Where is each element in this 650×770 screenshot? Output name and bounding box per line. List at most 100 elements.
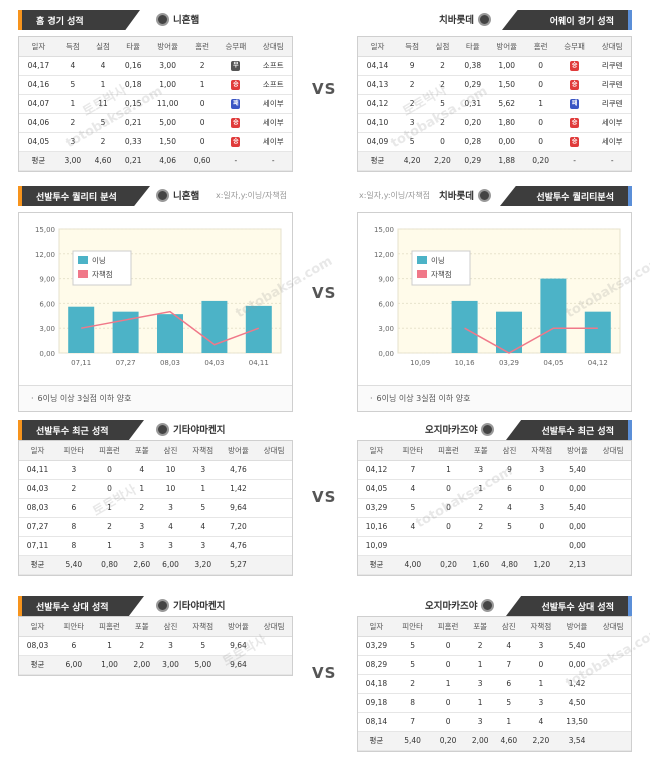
table-cell: 3 — [465, 674, 495, 694]
table-cell: 2 — [466, 517, 496, 537]
bar-innings — [496, 311, 522, 353]
quality-chart: 0,00 3,00 6,00 9,00 12,00 15,00 07,11 07,27 08,0… — [35, 226, 282, 367]
table-cell: 5 — [87, 113, 119, 133]
average-cell: 3,00 — [57, 151, 88, 171]
table-cell: 2 — [396, 94, 428, 114]
column-header: 포볼 — [127, 617, 157, 637]
y-tick-label: 6,00 — [39, 300, 55, 308]
bar-innings — [245, 305, 272, 353]
table-cell: 1 — [465, 693, 495, 713]
team-label: 기타야마켄지 — [156, 598, 225, 612]
x-tick-label: 07,27 — [116, 359, 136, 367]
table-cell: 04,16 — [19, 75, 58, 95]
legend-swatch — [78, 256, 88, 264]
table-cell: 리쿠텐 — [593, 56, 631, 76]
table-row: 04,17 4 4 0,16 3,00 2 무 소프트 — [19, 56, 292, 76]
result-win-icon: 승 — [570, 137, 580, 147]
table-cell: 0 — [525, 113, 556, 133]
table-cell: 3 — [156, 536, 185, 556]
table-cell: 0 — [525, 75, 556, 95]
table-cell: 0 — [187, 132, 218, 152]
stats-table-panel: 일자 득점 실점 타율 방어율 홈런 승무패 상대팀 04,14 9 2 0,38 1,00 0 승 리쿠텐 0… — [357, 36, 632, 172]
column-header: 상대팀 — [256, 441, 292, 461]
chart-note: · 6이닝 이상 3실점 이하 양호 — [358, 385, 631, 411]
table-cell: 0,20 — [457, 113, 488, 133]
table-row: 04,07 1 11 0,15 11,00 0 패 세이부 — [19, 94, 292, 114]
table-cell: 04,17 — [19, 56, 58, 76]
average-cell: 평균 — [358, 731, 395, 751]
team-logo-icon — [156, 598, 169, 612]
table-cell: 5 — [184, 498, 221, 518]
y-tick-label: 15,00 — [35, 226, 55, 234]
table-row: 04,06 2 5 0,21 5,00 0 승 세이부 — [19, 113, 292, 133]
average-cell: 6,00 — [156, 555, 185, 575]
average-cell — [256, 555, 292, 575]
average-cell: 4,06 — [148, 151, 188, 171]
table-cell: 0,28 — [457, 132, 488, 152]
table-cell: 07,27 — [19, 517, 57, 537]
average-cell: 5,27 — [220, 555, 257, 575]
axis-note: x:일자,y:이닝/자책점 — [359, 191, 431, 200]
table-cell: 1 — [465, 655, 495, 675]
table-cell: 5 — [184, 636, 221, 656]
average-cell: 5,40 — [56, 555, 92, 575]
table-cell — [495, 536, 524, 556]
table-cell: 0 — [187, 94, 218, 114]
table-cell: 2 — [466, 498, 496, 518]
table-row: 08,03 6 1 2 3 5 9,64 — [19, 636, 292, 656]
result-win-icon: 승 — [231, 118, 241, 128]
table-row: 04,13 2 2 0,29 1,50 0 승 리쿠텐 — [358, 75, 631, 95]
y-tick-label: 9,00 — [39, 276, 55, 284]
column-header: 포볼 — [466, 441, 496, 461]
table-cell: 04,09 — [358, 132, 397, 152]
legend-label: 자책점 — [92, 269, 113, 279]
team-label: 니혼햄 — [156, 12, 199, 26]
table-cell: 1 — [87, 75, 119, 95]
table-cell: 04,12 — [358, 460, 396, 480]
average-cell: 1,60 — [466, 555, 496, 575]
legend-swatch — [78, 270, 88, 278]
table-cell: 9,64 — [220, 498, 257, 518]
table-cell: 세이부 — [254, 113, 292, 133]
axis-note: x:일자,y:이닝/자책점 — [216, 191, 288, 200]
team-label: 기타야마켄지 — [156, 422, 225, 436]
table-cell: 3 — [127, 536, 157, 556]
home-recent-section: 홈 경기 성적 니혼햄 일자 득점 실점 타율 방어율 홈런 승무패 상대팀 04,17 4 4 0,… — [18, 10, 293, 172]
away-quality-section: x:일자,y:이닝/자책점 치바롯데 선발투수 퀄리티분석 0,00 3,00 6,… — [357, 186, 632, 412]
average-cell: 평균 — [19, 555, 57, 575]
y-tick-label: 12,00 — [374, 251, 394, 259]
table-row: 04,18 2 1 3 6 1 1,42 — [358, 674, 631, 694]
team-logo-icon — [156, 422, 169, 436]
stats-table-panel: 일자 피안타 피홈런 포볼 삼진 자책점 방어율 상대팀 08,03 6 1 2 3 5 9,64 평균 6,0… — [18, 616, 293, 676]
x-tick-label: 04,05 — [543, 359, 563, 367]
table-cell: 2 — [127, 498, 157, 518]
table-cell: 2 — [396, 75, 428, 95]
column-header: 방어율 — [220, 617, 257, 637]
chart-panel: 0,00 3,00 6,00 9,00 12,00 15,00 07,11 07,27 08,0… — [18, 212, 293, 412]
average-row: 평균 3,00 4,60 0,21 4,06 0,60- - — [19, 151, 292, 171]
table-cell: 08,03 — [19, 498, 57, 518]
table-cell: 0 — [430, 712, 466, 732]
table-cell: 04,03 — [19, 479, 57, 499]
column-header: 실점 — [427, 37, 458, 57]
table-cell: 승 — [555, 75, 594, 95]
column-header: 포볼 — [465, 617, 495, 637]
table-row: 04,03 2 0 1 10 1 1,42 — [19, 479, 292, 499]
stats-table-panel: 일자 득점 실점 타율 방어율 홈런 승무패 상대팀 04,17 4 4 0,16 3,00 2 무 소프트 0… — [18, 36, 293, 172]
column-header: 피안타 — [56, 617, 92, 637]
table-cell: 0 — [523, 479, 560, 499]
team-name: 니혼햄 — [173, 191, 200, 202]
table-cell: 04,18 — [358, 674, 395, 694]
average-cell: 0,20 — [430, 555, 467, 575]
section-tag: 선발투수 최근 성적 — [18, 420, 144, 440]
table-cell — [523, 536, 560, 556]
column-header: 일자 — [358, 441, 396, 461]
y-tick-label: 9,00 — [378, 276, 394, 284]
column-header: 승무패 — [217, 37, 255, 57]
table-cell: 3 — [396, 113, 428, 133]
team-logo-icon — [477, 188, 491, 202]
table-cell: 0 — [91, 460, 128, 480]
team-name: 오지마카즈야 — [425, 601, 478, 612]
table-cell: 승 — [217, 75, 255, 95]
average-cell: 5,40 — [394, 731, 431, 751]
